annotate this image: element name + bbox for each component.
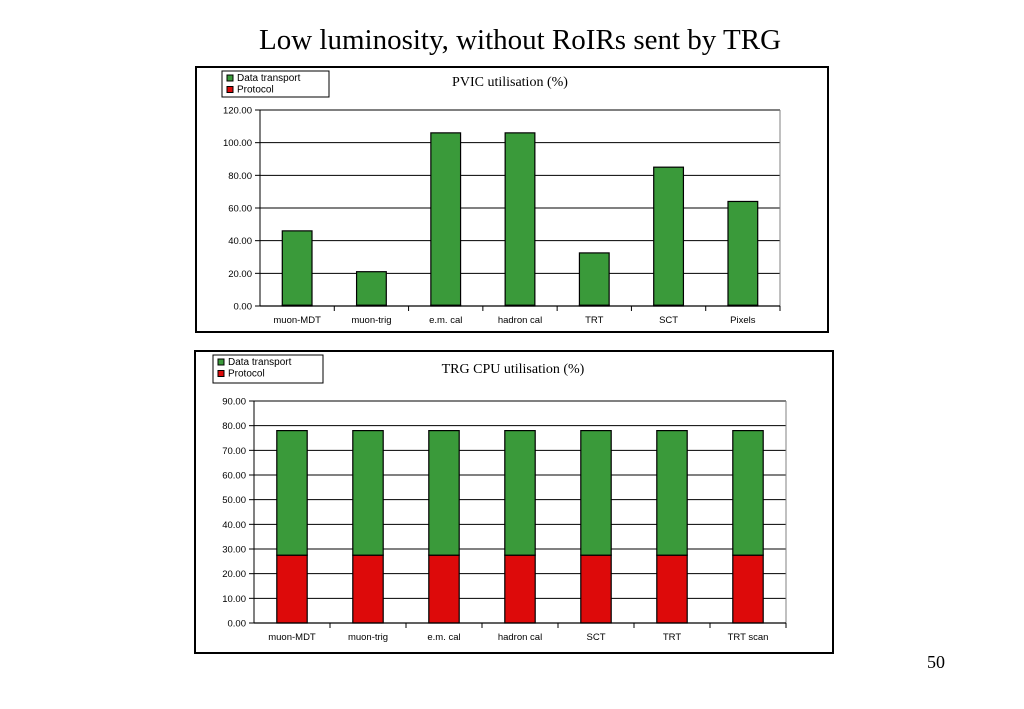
y-tick-label: 0.00 (228, 619, 247, 630)
y-tick-label: 0.00 (234, 302, 253, 313)
trg-cpu-utilisation-plot: TRG CPU utilisation (%) Data transportPro… (212, 354, 787, 643)
y-tick-label: 90.00 (222, 397, 246, 408)
legend-swatch-protocol (226, 86, 234, 93)
y-tick-label: 120.00 (223, 106, 252, 117)
bar-data-transport-trt (578, 252, 610, 306)
bar-data-transport-pixels (727, 200, 759, 306)
legend-label-protocol: Protocol (228, 369, 265, 380)
x-tick-label: e.m. cal (429, 315, 462, 326)
x-tick-label: SCT (659, 315, 678, 326)
bar-data-transport-e-m-cal (428, 429, 460, 556)
y-tick-label: 10.00 (222, 594, 246, 605)
y-tick-label: 60.00 (222, 471, 246, 482)
bar-protocol-muon-mdt (276, 554, 308, 624)
bar-protocol-hadron-cal (504, 554, 536, 624)
y-tick-label: 20.00 (228, 269, 252, 280)
y-tick-label: 20.00 (222, 569, 246, 580)
chart-title: PVIC utilisation (%) (452, 75, 568, 90)
pvic-utilisation-plot: PVIC utilisation (%) Data transportProtoc… (221, 70, 781, 326)
bar-data-transport-muon-trig (352, 429, 384, 556)
bar-data-transport-sct (653, 166, 685, 306)
legend-swatch-data-transport (226, 74, 234, 82)
bar-protocol-trt-scan (732, 554, 764, 624)
bar-data-transport-muon-trig (355, 271, 387, 306)
x-tick-label: muon-MDT (273, 315, 321, 326)
x-tick-label: muon-trig (351, 315, 391, 326)
bar-data-transport-muon-mdt (281, 230, 313, 306)
bar-data-transport-muon-mdt (276, 429, 308, 556)
y-tick-label: 40.00 (222, 520, 246, 531)
legend-label-data-transport: Data transport (237, 73, 301, 84)
slide-title: Low luminosity, without RoIRs sent by TR… (258, 24, 782, 56)
y-tick-label: 60.00 (228, 204, 252, 215)
bar-protocol-e-m-cal (428, 554, 460, 624)
x-tick-label: hadron cal (498, 315, 542, 326)
bar-data-transport-hadron-cal (504, 429, 536, 556)
x-tick-label: e.m. cal (427, 632, 460, 643)
y-tick-label: 30.00 (222, 545, 246, 556)
bar-data-transport-e-m-cal (430, 132, 462, 306)
legend-swatch-data-transport (217, 358, 225, 366)
y-tick-label: 50.00 (222, 495, 246, 506)
bar-protocol-sct (580, 554, 612, 624)
y-tick-label: 100.00 (223, 138, 252, 149)
x-tick-label: Pixels (730, 315, 756, 326)
pvic-utilisation-chart: PVIC utilisation (%) Data transport Protoc… (195, 66, 829, 333)
x-tick-label: SCT (587, 632, 606, 643)
y-tick-label: 80.00 (228, 171, 252, 182)
legend-label-protocol: Protocol (237, 85, 274, 96)
page-number: 50 (927, 652, 945, 672)
bar-protocol-muon-trig (352, 554, 384, 624)
y-tick-label: 70.00 (222, 446, 246, 457)
legend-box (212, 354, 324, 384)
x-tick-label: hadron cal (498, 632, 542, 643)
legend-box (221, 70, 330, 98)
bar-data-transport-trt-scan (732, 429, 764, 556)
bar-data-transport-hadron-cal (504, 132, 536, 306)
x-tick-label: muon-trig (348, 632, 388, 643)
chart-title: TRG CPU utilisation (%) (442, 362, 585, 377)
y-tick-label: 40.00 (228, 236, 252, 247)
bar-data-transport-trt (656, 429, 688, 556)
x-tick-label: TRT (663, 632, 681, 643)
bar-data-transport-sct (580, 429, 612, 556)
x-tick-label: TRT (585, 315, 603, 326)
bar-protocol-trt (656, 554, 688, 624)
y-tick-label: 80.00 (222, 421, 246, 432)
x-tick-label: muon-MDT (268, 632, 316, 643)
legend-label-data-transport: Data transport (228, 357, 292, 368)
trg-cpu-utilisation-chart: TRG CPU utilisation (%) Data transport Pro… (194, 350, 834, 654)
legend-swatch-protocol (217, 370, 225, 377)
x-tick-label: TRT scan (728, 632, 769, 643)
